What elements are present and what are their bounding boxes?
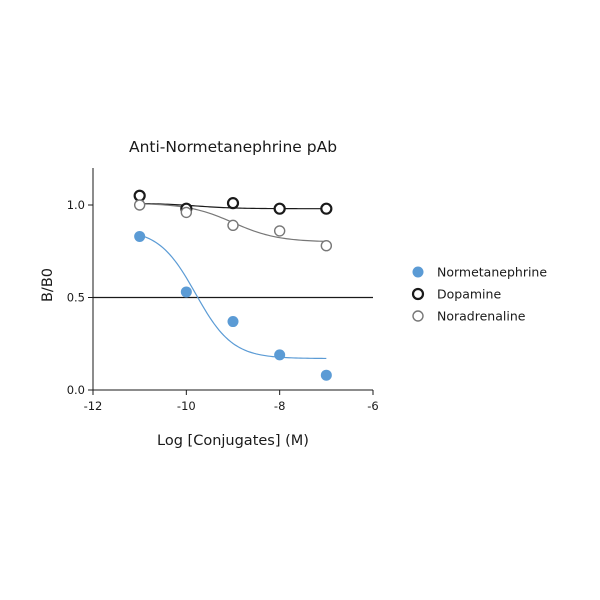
dopamine-point	[273, 202, 286, 215]
legend-label-normetanephrine: Normetanephrine	[437, 265, 547, 280]
normetanephrine-point	[134, 230, 146, 242]
dopamine-point	[226, 197, 240, 210]
axes: -12 -10 -8 -6 0.0 0.5 1.0	[67, 168, 379, 413]
x-tick-label: -12	[84, 399, 103, 413]
normetanephrine-point	[320, 369, 332, 381]
legend-label-dopamine: Dopamine	[437, 287, 501, 302]
noradrenaline-point	[180, 206, 193, 219]
data-points	[133, 189, 333, 381]
x-axis-title: Log [Conjugates] (M)	[157, 433, 309, 449]
legend-marker-normetanephrine	[412, 266, 424, 278]
x-tick-label: -10	[177, 399, 196, 413]
normetanephrine-point	[274, 349, 286, 361]
normetanephrine-point	[227, 316, 239, 328]
noradrenaline-point	[227, 219, 239, 232]
y-tick-label: 0.0	[67, 383, 85, 397]
noradrenaline-point	[273, 225, 286, 237]
y-axis-title: B/B0	[40, 268, 56, 302]
normetanephrine-point	[180, 286, 192, 298]
x-tick-label: -6	[367, 399, 378, 413]
y-tick-label: 1.0	[67, 198, 85, 212]
chart-title: Anti-Normetanephrine pAb	[129, 138, 337, 156]
dopamine-point	[320, 202, 333, 215]
legend-label-noradrenaline: Noradrenaline	[437, 309, 526, 324]
y-tick-label: 0.5	[67, 291, 85, 305]
x-tick-label: -8	[274, 399, 285, 413]
dopamine-point	[133, 189, 146, 202]
legend-marker-noradrenaline	[412, 310, 424, 322]
normetanephrine-fit-curve	[139, 234, 327, 360]
legend: Normetanephrine Dopamine Noradrenaline	[411, 265, 547, 324]
noradrenaline-point	[133, 199, 146, 211]
noradrenaline-point	[320, 239, 333, 252]
legend-marker-dopamine	[411, 287, 425, 301]
